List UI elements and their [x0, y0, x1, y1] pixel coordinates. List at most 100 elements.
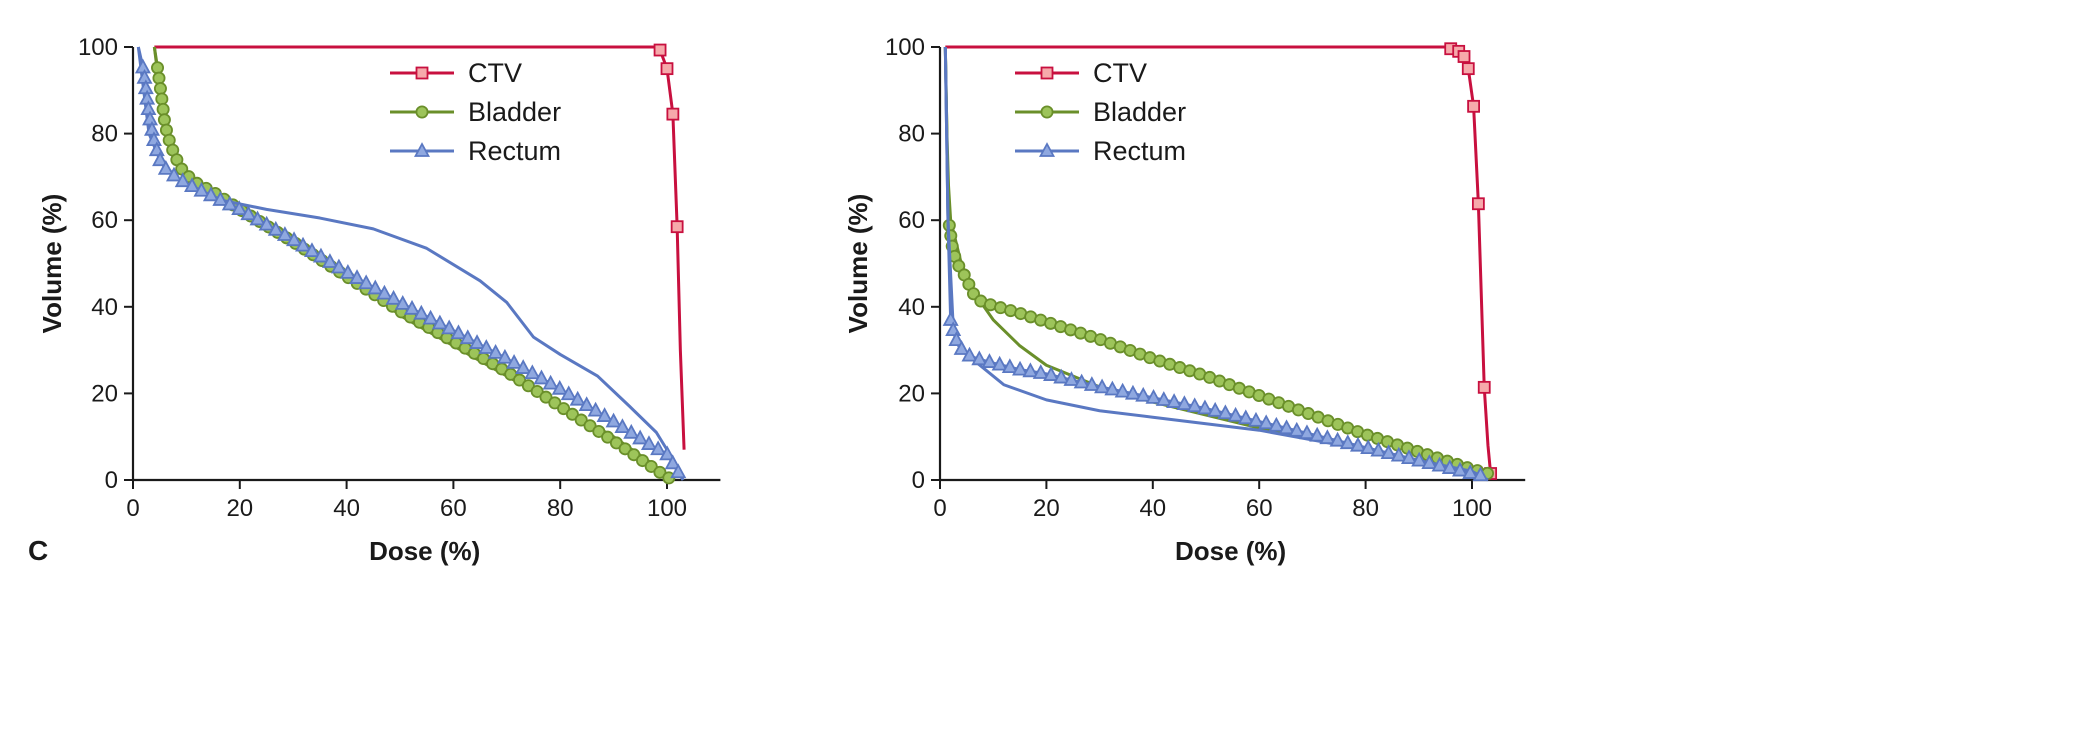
triangle-marker [1288, 421, 1305, 437]
y-tick-label: 40 [91, 294, 118, 321]
triangle-marker [339, 264, 356, 279]
triangle-marker [165, 166, 182, 182]
triangle-marker [1227, 406, 1244, 422]
series-ctv-line [154, 43, 686, 450]
triangle-marker [413, 142, 431, 157]
y-tick-label: 40 [898, 294, 925, 321]
triangle-marker [1032, 364, 1049, 379]
circle-marker [609, 436, 623, 450]
triangle-marker [524, 364, 541, 380]
legend-item-bladder: Bladder [390, 97, 561, 127]
legend-item-bladder: Bladder [1015, 97, 1186, 127]
triangle-marker [1360, 439, 1377, 455]
square-marker [1040, 66, 1054, 80]
triangle-marker [134, 58, 151, 74]
triangle-marker [1053, 368, 1070, 384]
triangle-marker [1186, 397, 1203, 413]
circle-marker [521, 379, 535, 393]
circle-marker [151, 61, 165, 75]
x-tick-label: 100 [1452, 495, 1492, 522]
y-tick-label: 100 [78, 34, 118, 61]
square-marker [660, 62, 674, 76]
circle-marker [153, 82, 167, 96]
chart-panel-2: 0 20 40 60 80 100 0 20 40 60 80 100 Dose (%) Volume (… [843, 34, 1526, 566]
triangle-marker [1196, 399, 1213, 415]
triangle-marker [1319, 429, 1336, 445]
y-axis-label: Volume (%) [37, 194, 67, 334]
legend-item-rectum: Rectum [1015, 136, 1186, 166]
triangle-marker [1441, 459, 1458, 474]
triangle-marker [1166, 393, 1183, 408]
circle-marker [415, 105, 429, 119]
triangle-marker [659, 445, 676, 461]
triangle-marker [1370, 441, 1387, 457]
circle-marker [565, 407, 579, 421]
triangle-marker [1390, 446, 1407, 462]
triangle-marker [1094, 378, 1111, 394]
triangle-marker [1217, 404, 1234, 420]
x-tick-label: 0 [126, 495, 139, 522]
triangle-marker [623, 423, 640, 439]
triangle-marker [184, 177, 201, 193]
circle-marker [530, 384, 544, 398]
circle-marker [152, 71, 166, 85]
y-tick-label: 60 [898, 207, 925, 234]
triangle-marker [1462, 464, 1479, 479]
triangle-marker [640, 435, 657, 450]
legend-label: CTV [468, 58, 522, 88]
legend-label: Rectum [468, 136, 561, 166]
square-marker [415, 66, 429, 80]
triangle-marker [286, 231, 303, 247]
circle-marker [636, 454, 650, 468]
triangle-marker [312, 247, 329, 263]
circle-marker [1040, 105, 1054, 119]
square-marker [1471, 197, 1485, 211]
triangle-marker [542, 374, 559, 390]
triangle-marker [303, 242, 320, 258]
square-marker [653, 43, 667, 57]
triangle-marker [487, 343, 504, 359]
square-marker [670, 220, 684, 234]
y-tick-label: 0 [912, 467, 925, 494]
triangle-marker [1400, 449, 1417, 465]
square-marker [666, 107, 680, 121]
triangle-marker [1135, 386, 1152, 402]
triangle-marker [142, 110, 159, 126]
legend-label: Bladder [468, 97, 561, 127]
square-marker [1461, 62, 1475, 76]
triangle-marker [404, 299, 421, 315]
x-tick-label: 60 [440, 495, 467, 522]
triangle-marker [971, 350, 988, 366]
x-tick-label: 20 [226, 495, 253, 522]
triangle-marker [1124, 384, 1141, 400]
legend-label: Rectum [1093, 136, 1186, 166]
triangle-marker [1145, 388, 1162, 404]
triangle-marker [367, 279, 384, 295]
triangle-marker [469, 334, 486, 349]
triangle-marker [614, 418, 631, 434]
triangle-marker [1063, 371, 1080, 386]
legend: CTV Bladder Rectum [1015, 58, 1186, 166]
triangle-marker [664, 454, 681, 470]
triangle-marker [596, 407, 613, 422]
triangle-marker [1104, 380, 1121, 396]
x-axis-label: Dose (%) [1175, 536, 1286, 566]
triangle-marker [152, 151, 169, 167]
x-tick-label: 100 [647, 495, 687, 522]
triangle-marker [632, 429, 649, 445]
y-tick-label: 0 [105, 467, 118, 494]
series-rectum-markers [134, 46, 687, 481]
x-tick-label: 40 [1139, 495, 1166, 522]
triangle-marker [1278, 419, 1295, 435]
triangle-marker [569, 390, 586, 406]
triangle-marker [413, 304, 430, 320]
square-marker [1477, 380, 1491, 394]
triangle-marker [1043, 366, 1060, 381]
x-tick-label: 80 [1352, 495, 1379, 522]
y-tick-label: 100 [885, 34, 925, 61]
legend-label: Bladder [1093, 97, 1186, 127]
triangle-marker [533, 369, 550, 385]
triangle-marker [385, 289, 402, 305]
x-tick-label: 60 [1246, 495, 1273, 522]
triangle-marker [1339, 434, 1356, 450]
